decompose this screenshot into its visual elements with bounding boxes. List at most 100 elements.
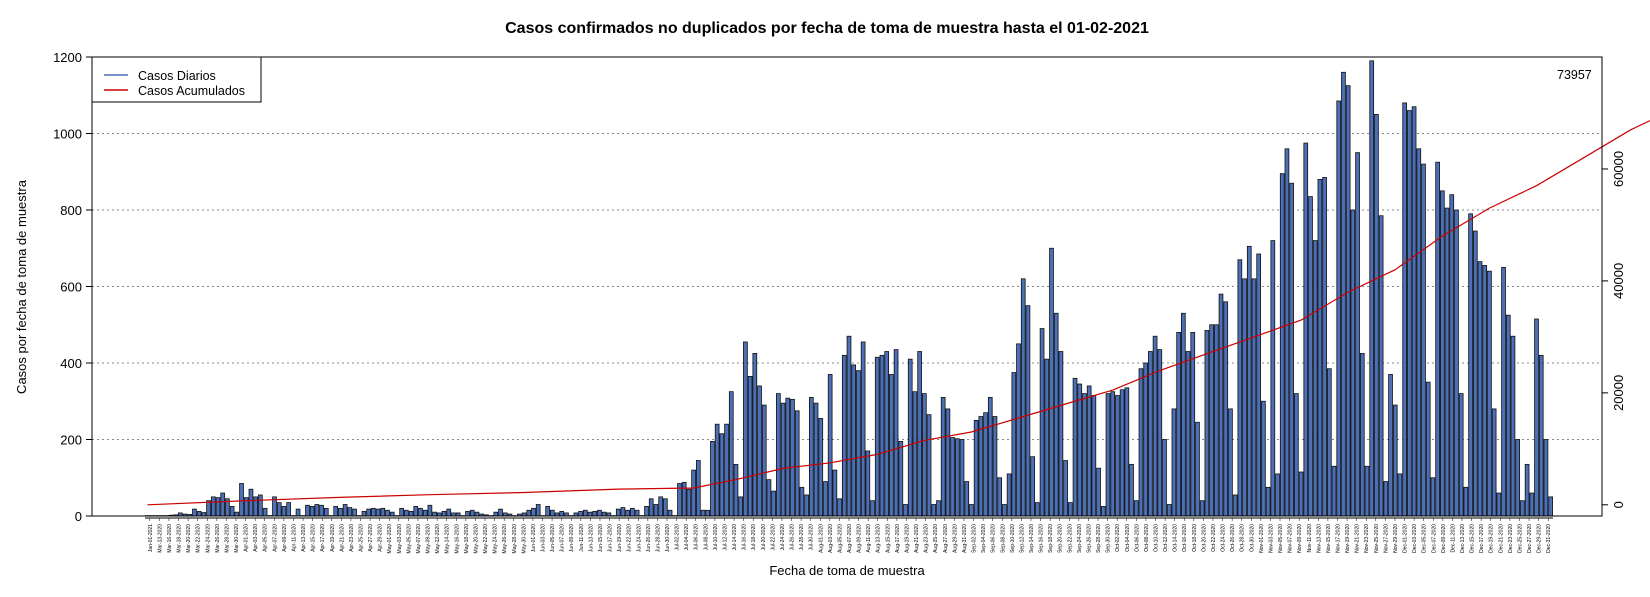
x-tick-label: Aug-29-2020	[952, 524, 958, 553]
bar	[248, 488, 254, 517]
x-tick-label: Oct-14-2020	[1173, 524, 1179, 552]
bar	[342, 504, 348, 517]
x-tick-label: Sep-06-2020	[991, 524, 997, 553]
x-tick-label: Jun-01-2020	[531, 524, 537, 552]
x-tick-label: Dec-29-2020	[1537, 524, 1543, 553]
bar	[1444, 207, 1450, 517]
bar	[969, 504, 974, 517]
bar	[860, 341, 866, 517]
bar	[1275, 473, 1280, 517]
x-tick-label: Mar-24-2020	[205, 524, 211, 553]
bar	[615, 508, 621, 517]
legend-box	[91, 56, 262, 103]
bar	[597, 509, 602, 517]
bar	[630, 507, 635, 517]
x-tick-label: Nov-05-2020	[1278, 524, 1284, 553]
bar	[691, 469, 696, 517]
y-tick-label: 0	[75, 509, 82, 524]
x-tick-label: Jul-20-2020	[761, 524, 767, 551]
bar	[804, 494, 809, 517]
bar	[1374, 113, 1379, 517]
bar	[234, 511, 240, 517]
bar	[1529, 492, 1535, 517]
x-tick-label: Mar-30-2020	[234, 524, 240, 553]
bar	[582, 509, 588, 517]
x-tick-label: May-26-2020	[502, 524, 508, 554]
x-tick-label: Dec-31-2020	[1546, 524, 1552, 553]
bar	[1237, 259, 1243, 517]
bar	[1317, 178, 1323, 517]
bar	[601, 511, 607, 517]
x-tick-label: Jun-24-2020	[636, 524, 642, 552]
x-tick-label: Apr-29-2020	[378, 524, 384, 552]
bar	[1035, 502, 1040, 517]
x-tick-label: Sep-24-2020	[1077, 524, 1083, 553]
bar	[1002, 504, 1007, 517]
bar	[1199, 500, 1205, 517]
bar	[1308, 196, 1313, 517]
bar	[1025, 305, 1031, 517]
bar	[931, 504, 937, 517]
x-tick-label: Nov-09-2020	[1297, 524, 1303, 553]
x-tick-label: Jun-13-2020	[588, 524, 594, 552]
bar	[239, 483, 244, 517]
bar	[1383, 481, 1389, 517]
bar	[1524, 463, 1530, 517]
x-tick-label: Aug-19-2020	[904, 524, 910, 553]
bar	[1289, 182, 1294, 517]
bar	[903, 504, 908, 517]
bar	[385, 509, 390, 517]
bar	[1209, 324, 1214, 517]
bar	[1138, 368, 1144, 517]
bar	[441, 511, 447, 517]
x-tick-label: Jun-26-2020	[646, 524, 652, 552]
x-tick-label: May-12-2020	[435, 524, 441, 554]
bar	[719, 433, 725, 517]
bar	[757, 385, 762, 517]
bar	[319, 504, 324, 517]
bar	[338, 507, 343, 517]
bar	[258, 494, 263, 517]
x-tick-label: Mar-22-2020	[196, 524, 202, 553]
bar	[714, 423, 720, 517]
bar	[785, 397, 791, 517]
bar	[1162, 439, 1167, 517]
x-tick-label: Apr-03-2020	[253, 524, 259, 552]
bar	[192, 508, 197, 517]
x-tick-label: Sep-12-2020	[1019, 524, 1025, 553]
x-tick-label: May-03-2020	[397, 524, 403, 554]
bar	[1228, 408, 1233, 517]
bar	[1477, 261, 1483, 517]
x-tick-label: Jun-15-2020	[598, 524, 604, 552]
x-tick-label: Jun-17-2020	[608, 524, 614, 552]
bar	[700, 509, 706, 517]
bar	[578, 511, 583, 517]
bar	[1053, 312, 1059, 517]
bar	[917, 351, 922, 517]
bar	[1468, 213, 1473, 517]
x-tick-label: Nov-11-2020	[1307, 524, 1313, 553]
bar	[1242, 278, 1247, 517]
bar	[884, 351, 890, 517]
x-tick-label: Oct-22-2020	[1211, 524, 1217, 552]
bar	[1402, 102, 1407, 517]
bar	[743, 341, 748, 517]
x-tick-label: Sep-08-2020	[1000, 524, 1006, 553]
bar	[286, 502, 291, 517]
x-tick-label: Aug-13-2020	[876, 524, 882, 553]
x-axis: Jan-01-2021 Mar-13-2020 Mar-16-2020 Mar-18-…	[145, 517, 1553, 554]
bar	[1058, 351, 1064, 517]
bar	[1425, 381, 1431, 517]
x-tick-label: Nov-21-2020	[1355, 524, 1361, 553]
bar	[465, 511, 470, 517]
x-tick-label: May-30-2020	[521, 524, 527, 554]
bar	[1096, 467, 1101, 517]
x-tick-label: Nov-13-2020	[1316, 524, 1322, 553]
x-tick-label: May-22-2020	[483, 524, 489, 554]
x-tick-label: Mar-26-2020	[215, 524, 221, 553]
x-tick-label: Dec-15-2020	[1470, 524, 1476, 553]
x-tick-label: Dec-17-2020	[1479, 524, 1485, 553]
x-tick-label: Nov-07-2020	[1288, 524, 1294, 553]
x-tick-label: May-14-2020	[445, 524, 451, 554]
bar	[262, 507, 268, 517]
